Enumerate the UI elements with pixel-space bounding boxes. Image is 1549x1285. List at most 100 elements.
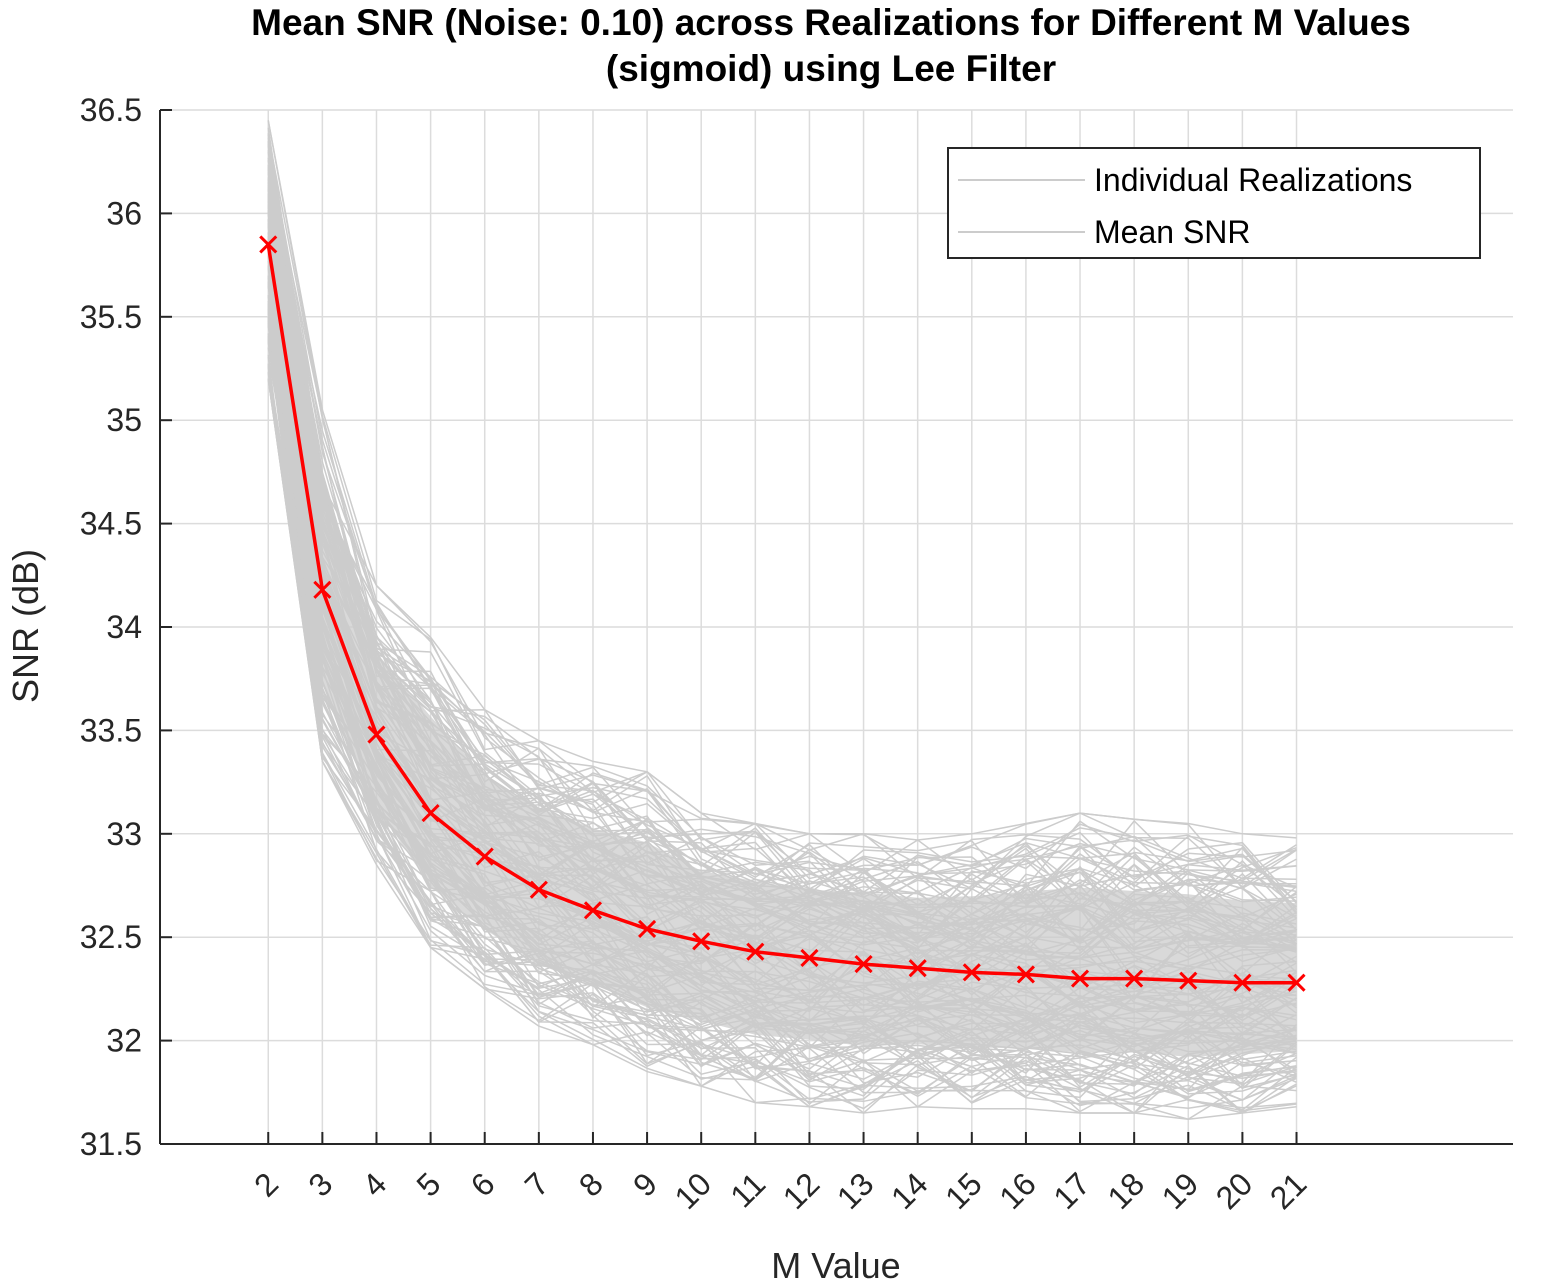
mean-marker-stroke	[1070, 969, 1090, 988]
x-tick-label: 4	[355, 1165, 393, 1203]
y-tick-label: 36.5	[80, 92, 142, 128]
x-tick-label: 15	[938, 1165, 989, 1216]
realization-line	[267, 339, 1297, 1111]
realization-line	[267, 200, 1297, 939]
realization-line	[267, 364, 1297, 1113]
x-tick-label: 18	[1101, 1165, 1152, 1216]
mean-point	[1070, 969, 1090, 988]
y-tick-label: 32.5	[80, 919, 142, 955]
mean-point	[529, 880, 548, 899]
x-tick-label: 16	[992, 1165, 1043, 1216]
realization-line	[267, 164, 1298, 915]
realization-envelope	[267, 378, 1297, 1120]
mean-point	[692, 932, 711, 951]
y-tick-label: 35	[106, 402, 142, 438]
realization-line	[267, 366, 1297, 1099]
mean-point	[1287, 973, 1306, 992]
x-tick-label: 14	[884, 1165, 935, 1216]
mean-marker-stroke	[854, 955, 873, 974]
mean-marker-stroke	[529, 880, 548, 899]
realization-line	[267, 140, 1297, 910]
mean-series	[259, 235, 1306, 992]
mean-point	[313, 580, 332, 599]
mean-point	[1179, 971, 1198, 990]
realization-line	[267, 372, 1297, 1101]
x-tick-label: 2	[247, 1165, 285, 1203]
y-tick-label: 33.5	[80, 712, 142, 748]
x-tick-label: 11	[723, 1165, 772, 1214]
mean-marker-stroke	[1287, 973, 1306, 992]
mean-marker-stroke	[1125, 969, 1144, 988]
mean-marker-stroke	[313, 580, 332, 599]
realization-line	[267, 371, 1297, 1113]
mean-point	[746, 942, 765, 961]
mean-marker-stroke	[1016, 965, 1035, 984]
mean-marker-stroke	[421, 804, 440, 823]
realization-line	[267, 341, 1297, 1095]
mean-point	[1233, 973, 1252, 992]
x-axis-label: M Value	[771, 1245, 900, 1285]
mean-marker-stroke	[583, 901, 603, 920]
realization-envelope	[267, 120, 1297, 841]
x-tick-label: 17	[1046, 1165, 1097, 1216]
x-tick-label: 20	[1209, 1165, 1260, 1216]
mean-marker-stroke	[800, 948, 819, 967]
mean-point	[421, 804, 440, 823]
legend: Individual Realizations Mean SNR	[947, 147, 1481, 259]
y-tick-label: 33	[106, 816, 142, 852]
x-tick-label: 13	[830, 1165, 881, 1216]
x-tick-label: 21	[1263, 1165, 1314, 1216]
y-tick-label: 34	[106, 609, 142, 645]
mean-marker-stroke	[259, 235, 278, 254]
mean-marker-stroke	[962, 963, 981, 982]
x-tick-label: 19	[1155, 1165, 1206, 1216]
x-tick-label: 3	[301, 1165, 339, 1203]
mean-marker-stroke	[1233, 973, 1252, 992]
mean-marker-stroke	[746, 942, 765, 961]
mean-point	[908, 959, 927, 978]
mean-point	[367, 725, 386, 744]
x-tick-label: 12	[776, 1165, 827, 1216]
realization-line	[267, 318, 1297, 1109]
y-tick-labels: 31.5 32 32.5 33 33.5 34 34.5 35 35.5 36 36.5	[80, 92, 142, 1162]
realization-line	[267, 321, 1298, 1089]
x-tick-label: 10	[668, 1165, 719, 1216]
realization-line	[267, 320, 1297, 1093]
realization-line	[267, 378, 1297, 1105]
x-tick-label: 7	[518, 1165, 556, 1203]
mean-point	[800, 948, 819, 967]
mean-point	[259, 235, 278, 254]
mean-point	[583, 901, 603, 920]
mean-marker-stroke	[475, 847, 494, 866]
x-tick-labels: 2 3 4 5 6 7 8 9 10 11 12 13 14 15 16 17 18 19 20 21	[247, 1165, 1313, 1216]
y-tick-label: 36	[106, 195, 142, 231]
mean-marker-stroke	[638, 919, 657, 938]
y-tick-label: 32	[106, 1023, 142, 1059]
y-tick-label: 35.5	[80, 299, 142, 335]
mean-marker-stroke	[692, 932, 711, 951]
chart-title: Mean SNR (Noise: 0.10) across Realizatio…	[251, 2, 1411, 43]
y-axis-label: SNR (dB)	[5, 549, 46, 703]
legend-item-realizations: Individual Realizations	[1094, 162, 1412, 198]
x-tick-label: 5	[410, 1165, 448, 1203]
x-tick-label: 6	[464, 1165, 502, 1203]
mean-marker-stroke	[1179, 971, 1198, 990]
realization-line	[267, 160, 1297, 889]
y-tick-label: 31.5	[80, 1126, 142, 1162]
realization-band	[268, 176, 1297, 1057]
legend-item-mean: Mean SNR	[1094, 214, 1251, 250]
mean-marker-stroke	[367, 725, 386, 744]
axes	[159, 109, 1513, 1145]
y-tick-label: 34.5	[80, 506, 142, 542]
realizations-lines	[267, 120, 1298, 1121]
realization-line	[267, 159, 1297, 889]
realization-line	[267, 183, 1297, 893]
mean-point	[854, 955, 873, 974]
mean-point	[638, 919, 657, 938]
mean-point	[962, 963, 981, 982]
mean-point	[475, 847, 494, 866]
realization-line	[267, 141, 1297, 908]
mean-marker-stroke	[908, 959, 927, 978]
mean-point	[1125, 969, 1144, 988]
